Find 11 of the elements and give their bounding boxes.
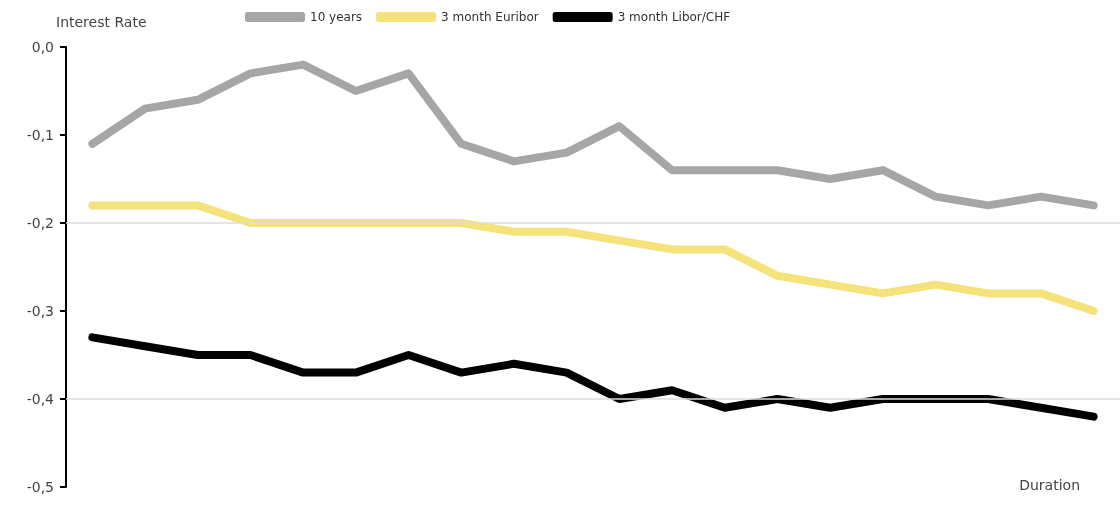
y-tick-label: -0,4 (26, 391, 55, 407)
y-axis-title: Interest Rate (56, 14, 147, 30)
legend-label: 3 month Libor/CHF (617, 10, 731, 24)
y-tick-label: -0,1 (26, 127, 54, 143)
y-tick-label: -0,3 (26, 303, 54, 319)
x-axis-title: Duration (1019, 477, 1081, 493)
y-tick-label: -0,5 (26, 479, 54, 495)
y-tick-label: 0,0 (31, 39, 54, 55)
legend-label: 3 month Euribor (441, 10, 539, 24)
legend-label: 10 years (310, 10, 363, 24)
y-tick-label: -0,2 (26, 215, 54, 231)
